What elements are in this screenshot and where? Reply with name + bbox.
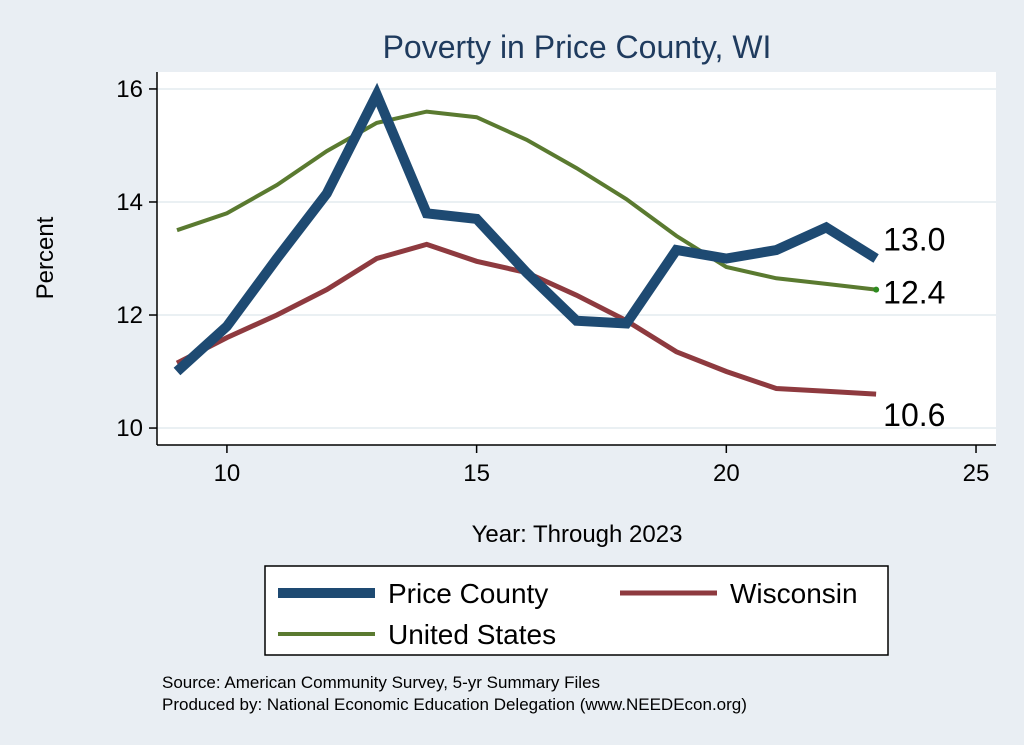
- series-line-price-county: [173, 82, 879, 376]
- end-label-price-county: 13.0: [883, 222, 945, 258]
- source-note: Source: American Community Survey, 5-yr …: [162, 673, 600, 692]
- grid-layer: [157, 88, 996, 429]
- legend-label-united-states: United States: [388, 619, 556, 650]
- y-tick-label: 16: [116, 76, 143, 103]
- legend: Price County Wisconsin United States: [264, 565, 889, 656]
- y-tick-label: 10: [116, 415, 143, 442]
- end-marker-united-states: [873, 286, 880, 293]
- series-line-united-states: [176, 109, 877, 292]
- x-tick-label: 20: [713, 460, 740, 487]
- chart-title: Poverty in Price County, WI: [383, 29, 772, 65]
- x-tick-label: 10: [214, 460, 241, 487]
- series-layer: [173, 82, 880, 397]
- legend-label-price-county: Price County: [388, 578, 548, 609]
- x-axis-title: Year: Through 2023: [472, 521, 683, 548]
- end-label-united-states: 12.4: [883, 275, 945, 311]
- end-label-wisconsin: 10.6: [883, 397, 945, 433]
- x-tick-label: 15: [463, 460, 490, 487]
- plot-area: [157, 72, 996, 445]
- legend-box: [264, 565, 889, 656]
- axes-layer: 10 12 14 16 10 15 20 25: [116, 72, 996, 487]
- legend-label-wisconsin: Wisconsin: [730, 578, 858, 609]
- y-axis-title: Percent: [32, 216, 59, 299]
- end-labels-layer: 13.0 10.6 12.4: [883, 222, 945, 434]
- produced-by-note: Produced by: National Economic Education…: [162, 695, 747, 714]
- y-tick-label: 14: [116, 189, 143, 216]
- x-tick-label: 25: [963, 460, 990, 487]
- y-tick-label: 12: [116, 302, 143, 329]
